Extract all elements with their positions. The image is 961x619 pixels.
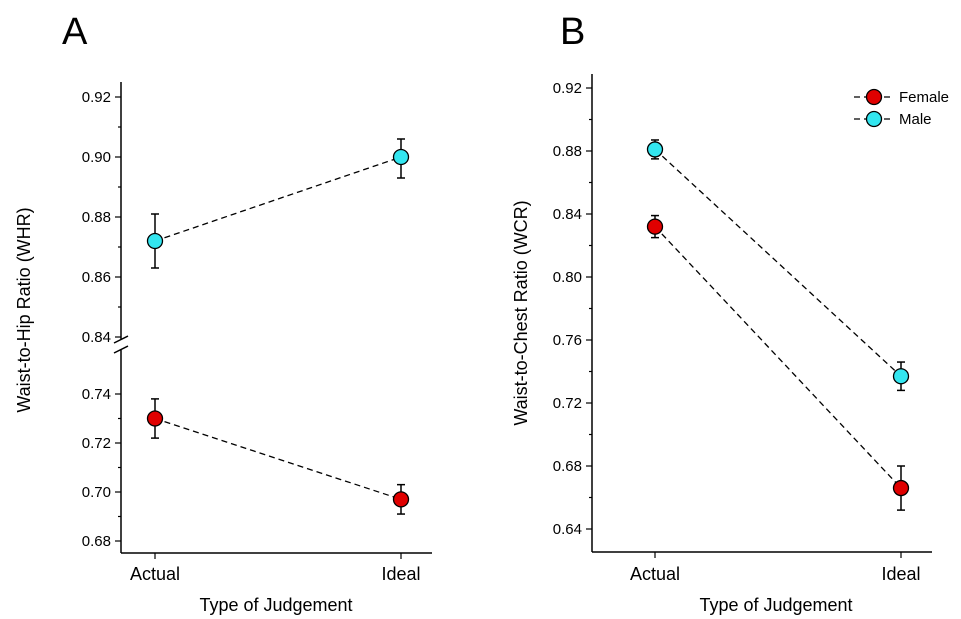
panel-b-y-axis-title: Waist-to-Chest Ratio (WCR) (511, 200, 531, 425)
panel-letter-a: A (62, 11, 88, 53)
panel-a-y-tick-label: 0.70 (82, 484, 111, 501)
legend-male-marker (865, 110, 883, 128)
panel-a-x-axis-title: Type of Judgement (199, 595, 352, 615)
panel-a-x-tick-label: Ideal (381, 564, 420, 584)
panel-a-male-point (392, 148, 410, 166)
panel-a-male-point (146, 232, 164, 250)
panel-a-female-point (146, 410, 164, 427)
panel-a-y-tick-label: 0.84 (82, 329, 111, 346)
panel-a-y-tick-label: 0.68 (82, 533, 111, 550)
panel-b-y-tick-label: 0.80 (553, 269, 582, 286)
panel-b-y-tick-label: 0.64 (553, 521, 582, 538)
panel-b-y-tick-label: 0.72 (553, 395, 582, 412)
panel-b-y-tick-label: 0.76 (553, 332, 582, 349)
panel-a-axis-break-lower (113, 345, 129, 354)
panel-letter-b: B (560, 11, 585, 53)
panel-a-y-tick-label: 0.72 (82, 435, 111, 452)
panel-a-y-tick-label: 0.74 (82, 386, 111, 403)
panel-a-y-tick-label: 0.88 (82, 209, 111, 226)
panel-b-male-point (646, 141, 664, 158)
panel-a-y-tick-label: 0.92 (82, 89, 111, 106)
panel-b-female-line (654, 226, 902, 489)
panel-b-x-axis-title: Type of Judgement (699, 595, 852, 615)
panel-a-male-line (154, 156, 402, 242)
panel-b-x-tick-label: Actual (630, 564, 680, 584)
panel-a-y-tick-label: 0.90 (82, 149, 111, 166)
panel-b-female-point (646, 218, 664, 235)
legend-male-label: Male (899, 111, 932, 128)
panel-a-y-axis-title: Waist-to-Hip Ratio (WHR) (14, 207, 34, 412)
legend-female-marker (865, 88, 883, 106)
panel-b-y-tick-label: 0.68 (553, 458, 582, 475)
panel-a-female-point (392, 491, 410, 508)
panel-a-axis-break-upper (113, 335, 129, 344)
panel-b-y-tick-label: 0.92 (553, 80, 582, 97)
panel-a-y-tick-label: 0.86 (82, 269, 111, 286)
panel-b-female-point (892, 479, 910, 497)
panel-b-y-tick-label: 0.84 (553, 206, 582, 223)
panel-b-x-tick-label: Ideal (881, 564, 920, 584)
panel-a-female-line (154, 417, 402, 500)
panel-b-male-line (654, 148, 902, 377)
panel-a-x-tick-label: Actual (130, 564, 180, 584)
panel-b-male-point (892, 368, 910, 385)
panel-b-y-tick-label: 0.88 (553, 143, 582, 160)
legend-female-label: Female (899, 89, 949, 106)
